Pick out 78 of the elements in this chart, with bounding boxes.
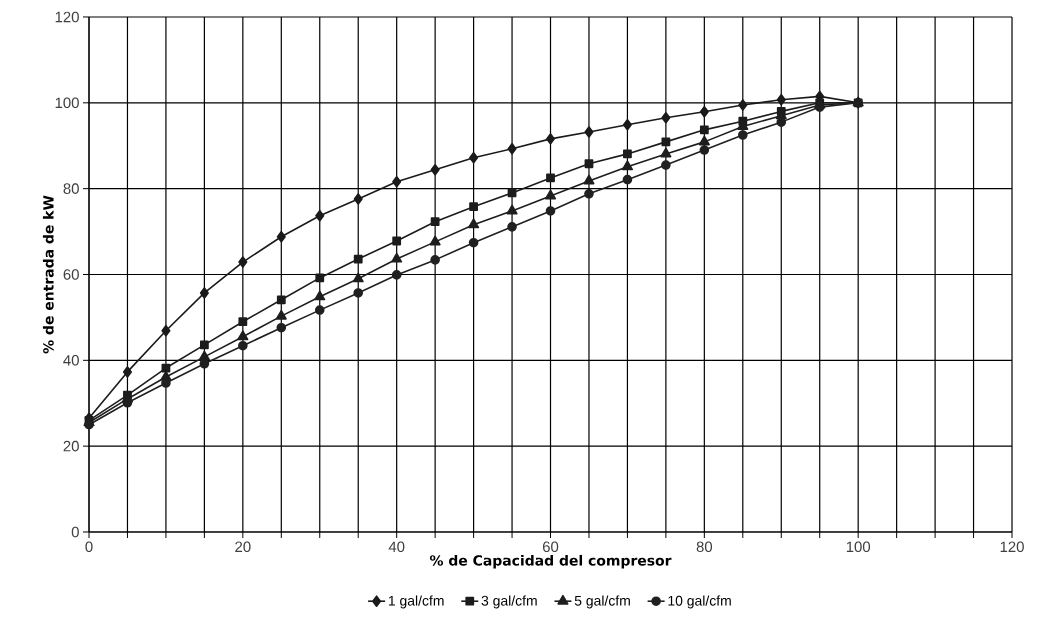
point: [429, 235, 441, 246]
point: [199, 340, 209, 350]
point: [315, 209, 325, 222]
x-tick-label: 120: [1000, 541, 1024, 553]
y-tick-label: 80: [63, 183, 79, 194]
point: [238, 317, 248, 327]
point: [621, 160, 633, 171]
point: [544, 189, 557, 200]
y-tick-label: 0: [71, 526, 79, 538]
point: [507, 222, 517, 232]
point: [545, 133, 556, 145]
point: [661, 137, 671, 147]
point: [391, 270, 402, 280]
point: [507, 142, 517, 155]
point: [738, 99, 748, 111]
point: [315, 273, 325, 283]
x-axis-title: % de Capacidad del compresor: [429, 554, 672, 569]
point: [276, 295, 286, 305]
legend-label: 5 gal/cfm: [574, 595, 630, 609]
point: [545, 206, 556, 216]
y-tick-label: 100: [55, 97, 79, 109]
point: [353, 193, 363, 205]
point: [468, 218, 480, 229]
point: [430, 163, 440, 176]
point: [738, 130, 748, 140]
point: [122, 366, 133, 378]
legend-label: 10 gal/cfm: [668, 595, 731, 609]
point: [238, 256, 248, 268]
legend-label: 3 gal/cfm: [481, 595, 537, 609]
point: [314, 305, 325, 315]
point: [506, 204, 518, 215]
point: [392, 236, 402, 246]
point: [430, 255, 440, 265]
point: [622, 118, 632, 131]
point: [352, 272, 364, 283]
point: [392, 175, 402, 188]
point: [469, 202, 478, 212]
point: [699, 125, 709, 135]
point: [546, 173, 555, 183]
point: [353, 288, 364, 298]
point: [276, 230, 286, 243]
point: [237, 330, 249, 341]
point: [199, 287, 209, 299]
point: [776, 94, 786, 106]
y-tick-label: 60: [63, 269, 79, 280]
point: [275, 309, 287, 320]
point: [584, 189, 594, 199]
point: [276, 322, 287, 333]
point: [161, 324, 171, 337]
x-tick-label: 40: [388, 541, 405, 553]
point: [622, 174, 633, 185]
point: [583, 174, 595, 185]
point: [660, 147, 672, 158]
x-tick-label: 20: [235, 541, 251, 553]
point: [238, 340, 248, 351]
y-tick-label: 120: [55, 11, 79, 23]
x-tick-label: 0: [85, 541, 93, 553]
x-tick-label: 60: [542, 541, 559, 553]
point: [699, 145, 710, 155]
point: [314, 290, 326, 301]
point: [699, 106, 709, 118]
point: [584, 126, 594, 138]
point: [469, 151, 479, 164]
y-axis-title: % de entrada de kW: [42, 195, 54, 354]
point: [353, 254, 363, 264]
point: [661, 160, 671, 170]
point: [468, 237, 479, 248]
y-tick-label: 20: [63, 440, 79, 452]
point: [430, 217, 440, 227]
point: [584, 159, 594, 169]
y-tick-label: 40: [63, 355, 79, 366]
x-tick-label: 100: [846, 541, 871, 553]
point: [391, 252, 403, 263]
legend-label: 1 gal/cfm: [388, 595, 444, 609]
point: [623, 149, 632, 159]
point: [698, 135, 710, 146]
point: [661, 112, 671, 124]
x-tick-label: 80: [696, 541, 713, 553]
